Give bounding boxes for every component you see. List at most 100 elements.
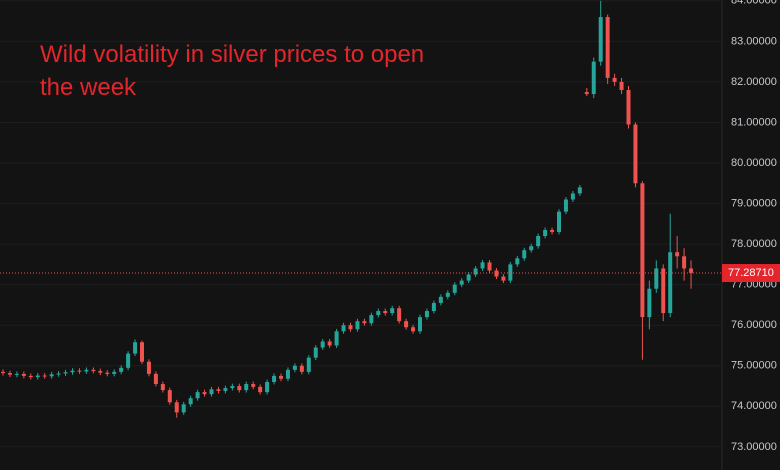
candle-body (536, 236, 541, 247)
candle-body (668, 252, 673, 314)
candle-body (105, 372, 110, 374)
candle-body (167, 390, 172, 403)
candle-body (452, 284, 457, 293)
candle-body (598, 17, 603, 62)
last-price-label: 77.28710 (728, 267, 774, 279)
candle-body (292, 365, 297, 370)
candle-body (459, 280, 464, 285)
candle-body (84, 369, 89, 372)
candle-body (390, 308, 395, 314)
y-tick-label: 81.00000 (731, 116, 777, 128)
candle-body (223, 388, 228, 391)
candle-body (251, 384, 256, 387)
candle-body (35, 375, 40, 378)
chart-title: Wild volatility in silver prices to open… (40, 41, 425, 101)
candle-body (244, 384, 249, 391)
candle-body (577, 187, 582, 194)
candle-body (70, 370, 75, 373)
candle-body (612, 77, 617, 82)
candle-body (605, 17, 610, 78)
y-tick-label: 73.00000 (731, 441, 777, 453)
candle-body (265, 382, 270, 393)
candle-body (237, 386, 242, 391)
candle-body (230, 386, 235, 389)
candle-body (1, 371, 5, 374)
candle-body (21, 373, 26, 376)
y-tick-label: 82.00000 (731, 76, 777, 88)
candle-body (550, 229, 555, 232)
candle-body (348, 325, 353, 330)
candle-body (445, 292, 450, 297)
y-tick-label: 84.00000 (731, 0, 777, 7)
candle-body (42, 375, 47, 377)
candle-body (619, 81, 624, 91)
candle-body (160, 384, 165, 391)
candle-body (494, 270, 499, 277)
candle-body (174, 402, 179, 413)
candle-body (397, 308, 402, 322)
y-tick-label: 80.00000 (731, 157, 777, 169)
candle-body (501, 276, 506, 281)
candle-body (682, 256, 687, 269)
candle-body (362, 321, 367, 324)
candle-body (633, 124, 638, 184)
candle-body (543, 229, 548, 237)
candle-body (7, 373, 12, 375)
candle-body (202, 392, 207, 395)
candle-body (529, 246, 534, 251)
candle-body (28, 375, 33, 378)
candle-body (355, 321, 360, 330)
candle-body (146, 361, 151, 374)
candle-body (418, 317, 422, 332)
candle-body (515, 258, 520, 265)
candle-body (591, 61, 596, 95)
candle-body (313, 347, 318, 358)
candle-body (133, 342, 138, 354)
y-tick-label: 79.00000 (731, 197, 777, 209)
candle-body (563, 199, 568, 212)
candle-body (369, 315, 374, 324)
candle-body (306, 357, 311, 372)
candle-body (424, 311, 429, 318)
y-tick-label: 76.00000 (731, 319, 777, 331)
candle-body (188, 398, 193, 405)
candle-body (279, 375, 283, 379)
candle-body (195, 392, 200, 399)
candle-body (14, 373, 19, 375)
candle-body (112, 371, 117, 374)
candle-body (383, 311, 388, 314)
candle-body (153, 373, 158, 385)
candle-body (487, 262, 492, 271)
candle-body (334, 331, 339, 346)
candle-body (675, 252, 680, 257)
candle-body (272, 375, 277, 383)
candle-body (522, 250, 527, 259)
candle-body (404, 321, 409, 328)
candle-body (56, 373, 61, 375)
candle-body (63, 372, 68, 374)
candle-body (570, 193, 575, 200)
y-tick-label: 74.00000 (731, 400, 777, 412)
candle-body (98, 371, 103, 373)
candle-body (438, 296, 443, 303)
candle-body (466, 274, 471, 281)
y-tick-label: 75.00000 (731, 360, 777, 372)
candle-body (119, 367, 124, 372)
candle-body (299, 365, 304, 372)
candle-body (626, 90, 631, 125)
y-tick-label: 83.00000 (731, 35, 777, 47)
last-price-box (722, 264, 780, 283)
candle-body (508, 264, 513, 281)
candle-body (216, 389, 221, 391)
candle-body (431, 302, 436, 312)
candle-body (473, 268, 478, 275)
candle-body (285, 369, 290, 379)
candle-body (661, 268, 666, 314)
candle-body (320, 341, 325, 348)
candle-body (376, 311, 381, 316)
y-tick-label: 78.00000 (731, 238, 777, 250)
candle-body (640, 183, 645, 318)
candle-body (126, 353, 131, 368)
